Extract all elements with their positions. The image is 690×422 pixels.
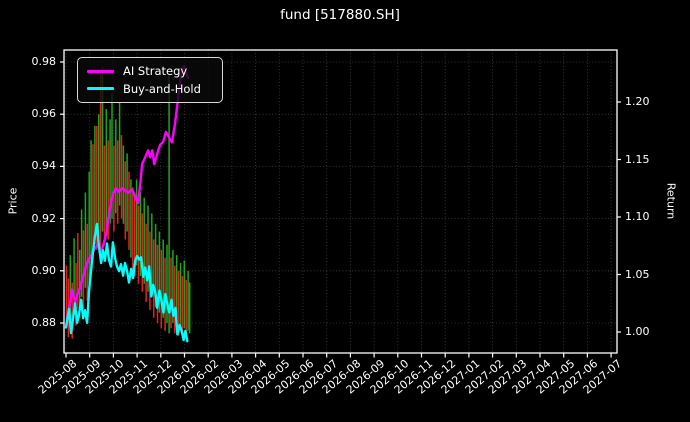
return-axis-label: Return bbox=[664, 182, 678, 220]
return-tick-label: 1.05 bbox=[625, 267, 650, 281]
chart-title: fund [517880.SH] bbox=[280, 7, 400, 23]
plot-border bbox=[63, 49, 618, 354]
legend-label-ai-strategy: AI Strategy bbox=[123, 64, 188, 79]
price-axis-label: Price bbox=[6, 187, 20, 215]
legend: AI Strategy Buy-and-Hold bbox=[77, 57, 223, 103]
buy-and-hold-line bbox=[64, 222, 189, 343]
return-tick-label: 1.10 bbox=[625, 210, 650, 223]
return-tick-label: 1.15 bbox=[625, 152, 650, 166]
price-tick-label: 0.92 bbox=[31, 211, 57, 225]
price-tick-label: 0.98 bbox=[31, 55, 57, 68]
price-tick-label: 0.88 bbox=[31, 316, 57, 329]
legend-item-ai-strategy: AI Strategy bbox=[78, 64, 222, 78]
return-tick-label: 1.20 bbox=[625, 95, 650, 108]
price-tick-label: 0.90 bbox=[31, 263, 57, 277]
price-tick-label: 0.94 bbox=[31, 159, 57, 173]
legend-label-buy-and-hold: Buy-and-Hold bbox=[123, 81, 201, 96]
return-tick-label: 1.00 bbox=[625, 325, 650, 338]
buy-and-hold-line-swatch bbox=[87, 87, 114, 91]
legend-item-buy-and-hold: Buy-and-Hold bbox=[78, 82, 222, 96]
ai-strategy-line bbox=[64, 65, 190, 329]
price-tick-label: 0.96 bbox=[31, 107, 57, 121]
ai-strategy-line-swatch bbox=[87, 69, 114, 73]
